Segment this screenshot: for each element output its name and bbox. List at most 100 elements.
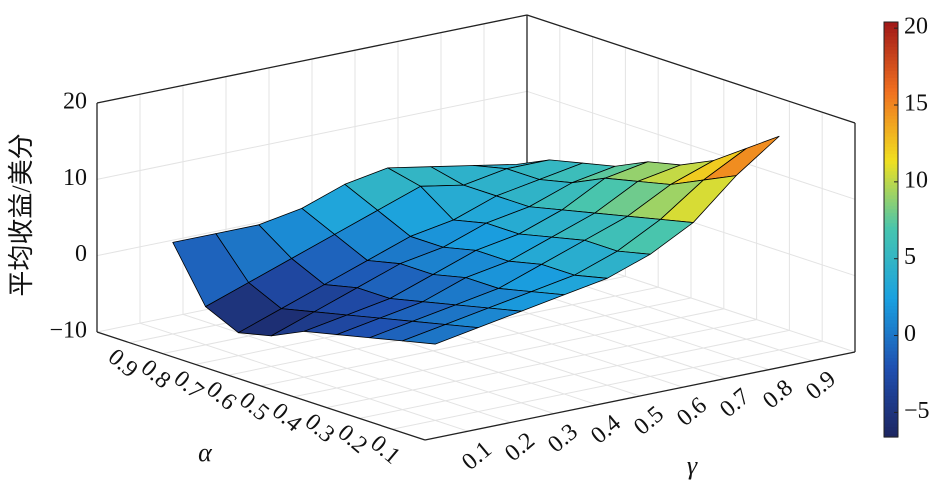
x-tick-label: 0.4 (267, 398, 307, 437)
colorbar-swatch (884, 284, 898, 289)
y-tick-label: 0.1 (457, 436, 497, 475)
colorbar-swatch (884, 46, 898, 51)
colorbar-swatch (884, 188, 898, 193)
colorbar-swatch (884, 388, 898, 393)
colorbar-swatch (884, 132, 898, 137)
z-axis-label: 平均收益/美分 (7, 133, 36, 296)
colorbar-swatch (884, 426, 898, 431)
y-tick-label: 0.6 (672, 392, 712, 431)
z-tick-label: 0 (75, 241, 87, 267)
colorbar-swatch (884, 277, 898, 282)
colorbar-swatch (884, 87, 898, 92)
colorbar-swatch (884, 381, 898, 386)
colorbar-swatch (884, 139, 898, 144)
z-tick-label: −10 (49, 318, 87, 344)
colorbar-swatch (884, 174, 898, 179)
colorbar-swatch (884, 146, 898, 151)
x-tick-label: 0.2 (333, 420, 373, 459)
colorbar-swatch (884, 243, 898, 248)
colorbar-swatch (884, 295, 898, 300)
colorbar-swatch (884, 232, 898, 238)
colorbar-swatch (884, 357, 898, 362)
colorbar-swatch (884, 77, 898, 82)
x-tick-label: 0.8 (136, 355, 176, 394)
colorbar-swatch (884, 56, 898, 61)
surface-patch (401, 324, 479, 345)
colorbar-swatch (884, 267, 898, 272)
colorbar-swatch (884, 246, 898, 251)
colorbar-swatch (884, 191, 898, 196)
x-grid-line (392, 112, 823, 430)
colorbar-swatch (884, 329, 898, 334)
colorbar-swatch (884, 32, 898, 37)
colorbar-swatch (884, 433, 898, 438)
colorbar-swatch (884, 288, 898, 293)
colorbar-swatch (884, 22, 898, 27)
colorbar-swatch (884, 222, 898, 227)
x-grid-line (228, 58, 659, 376)
colorbar-swatch (884, 302, 898, 307)
colorbar-swatch (884, 28, 898, 33)
colorbar-swatch (884, 60, 898, 65)
colorbar-swatch (884, 198, 898, 203)
colorbar-swatch (884, 94, 898, 99)
colorbar-swatch (884, 205, 898, 210)
y-tick-label: 0.2 (500, 428, 540, 467)
colorbar-swatch (884, 322, 898, 327)
colorbar-swatch (884, 405, 898, 410)
colorbar-swatch (884, 264, 898, 269)
y-tick-label: 0.4 (586, 410, 626, 449)
colorbar-swatch (884, 163, 898, 168)
colorbar-swatch (884, 236, 898, 241)
colorbar-swatch (884, 378, 898, 383)
colorbar-swatch (884, 229, 898, 234)
x-grid-line (260, 69, 692, 387)
colorbar-swatch (884, 250, 898, 255)
colorbar-swatch (884, 319, 898, 324)
colorbar-swatch (884, 105, 898, 110)
colorbar-tick-label: 10 (904, 167, 928, 193)
colorbar-swatch (884, 39, 898, 44)
colorbar-swatch (884, 101, 898, 106)
colorbar-swatch (884, 219, 898, 224)
colorbar-swatch (884, 53, 898, 58)
y-grid-line (182, 85, 512, 423)
colorbar-swatch (884, 125, 898, 130)
colorbar-tick-label: 5 (904, 244, 916, 270)
x-grid-line (359, 101, 790, 419)
colorbar-swatch (884, 35, 898, 40)
colorbar-swatch (884, 350, 898, 355)
axis-line (424, 351, 856, 441)
colorbar-swatch (884, 419, 898, 424)
colorbar-swatch (884, 416, 898, 421)
colorbar-swatch (884, 66, 898, 72)
x-axis-label: α (198, 438, 213, 467)
y-axis-label: γ (687, 451, 698, 480)
axis-line (96, 331, 426, 441)
y-tick-label: 0.9 (801, 366, 841, 405)
colorbar-swatch (884, 253, 898, 258)
colorbar-swatch (884, 98, 898, 103)
colorbar-swatch (884, 149, 898, 155)
colorbar-swatch (884, 115, 898, 120)
colorbar-swatch (884, 129, 898, 134)
colorbar-swatch (884, 25, 898, 30)
colorbar-swatch (884, 347, 898, 352)
x-tick-label: 0.3 (300, 409, 340, 448)
colorbar-swatch (884, 409, 898, 414)
colorbar-swatch (884, 153, 898, 158)
colorbar-swatch (884, 385, 898, 390)
colorbar-swatch (884, 160, 898, 165)
colorbar-swatch (884, 305, 898, 310)
colorbar-tick-label: 0 (904, 321, 916, 347)
colorbar-swatch (884, 226, 898, 231)
colorbar-swatch (884, 430, 898, 435)
colorbar-swatch (884, 63, 898, 68)
colorbar-swatch (884, 80, 898, 85)
x-tick-label: 0.7 (169, 366, 209, 405)
colorbar-swatch (884, 343, 898, 348)
y-grid-line (139, 94, 469, 432)
colorbar-swatch (884, 239, 898, 244)
colorbar-swatch (884, 181, 898, 186)
z-tick-label: 10 (63, 165, 87, 191)
